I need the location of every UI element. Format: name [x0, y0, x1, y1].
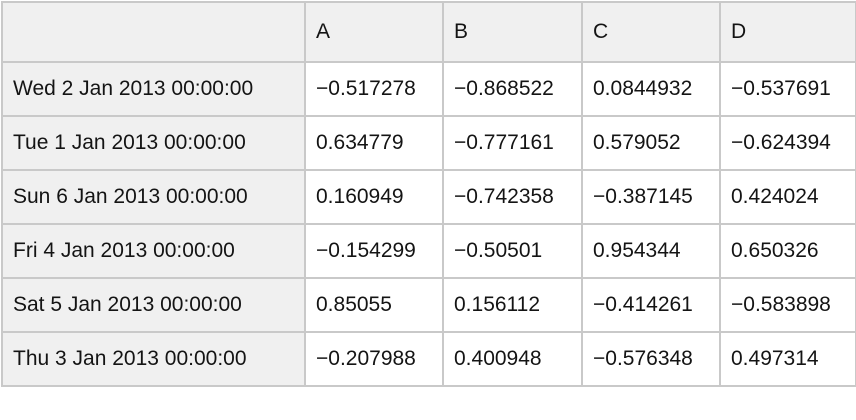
table-cell: −0.624394	[719, 115, 856, 171]
table-body: Wed 2 Jan 2013 00:00:00 −0.517278 −0.868…	[1, 61, 856, 387]
table-cell: 0.85055	[304, 277, 444, 333]
table-cell: −0.207988	[304, 331, 444, 387]
table-cell: −0.583898	[719, 277, 856, 333]
row-header: Fri 4 Jan 2013 00:00:00	[1, 223, 306, 279]
table-cell: −0.537691	[719, 61, 856, 117]
table-cell: −0.387145	[581, 169, 721, 225]
table-cell: 0.954344	[581, 223, 721, 279]
row-header: Sun 6 Jan 2013 00:00:00	[1, 169, 306, 225]
table-cell: 0.400948	[442, 331, 583, 387]
row-header: Thu 3 Jan 2013 00:00:00	[1, 331, 306, 387]
table-header: A B C D	[1, 1, 856, 63]
dataframe-table: A B C D Wed 2 Jan 2013 00:00:00 −0.51727…	[1, 1, 856, 387]
table-cell: 0.497314	[719, 331, 856, 387]
table-row: Thu 3 Jan 2013 00:00:00 −0.207988 0.4009…	[1, 331, 856, 387]
table-cell: −0.517278	[304, 61, 444, 117]
column-header-index	[1, 1, 306, 63]
dataframe-table-container: A B C D Wed 2 Jan 2013 00:00:00 −0.51727…	[1, 1, 856, 387]
table-row: Wed 2 Jan 2013 00:00:00 −0.517278 −0.868…	[1, 61, 856, 117]
row-header: Tue 1 Jan 2013 00:00:00	[1, 115, 306, 171]
table-cell: −0.777161	[442, 115, 583, 171]
column-header-a: A	[304, 1, 444, 63]
column-header-c: C	[581, 1, 721, 63]
table-cell: 0.650326	[719, 223, 856, 279]
table-cell: −0.868522	[442, 61, 583, 117]
table-cell: 0.0844932	[581, 61, 721, 117]
table-row: Fri 4 Jan 2013 00:00:00 −0.154299 −0.505…	[1, 223, 856, 279]
table-row: Sun 6 Jan 2013 00:00:00 0.160949 −0.7423…	[1, 169, 856, 225]
column-header-d: D	[719, 1, 856, 63]
table-cell: 0.424024	[719, 169, 856, 225]
row-header: Sat 5 Jan 2013 00:00:00	[1, 277, 306, 333]
table-cell: −0.576348	[581, 331, 721, 387]
table-cell: −0.154299	[304, 223, 444, 279]
table-cell: 0.160949	[304, 169, 444, 225]
table-cell: 0.579052	[581, 115, 721, 171]
header-row: A B C D	[1, 1, 856, 63]
table-cell: 0.634779	[304, 115, 444, 171]
table-cell: 0.156112	[442, 277, 583, 333]
table-row: Tue 1 Jan 2013 00:00:00 0.634779 −0.7771…	[1, 115, 856, 171]
table-row: Sat 5 Jan 2013 00:00:00 0.85055 0.156112…	[1, 277, 856, 333]
table-cell: −0.50501	[442, 223, 583, 279]
row-header: Wed 2 Jan 2013 00:00:00	[1, 61, 306, 117]
table-cell: −0.414261	[581, 277, 721, 333]
column-header-b: B	[442, 1, 583, 63]
table-cell: −0.742358	[442, 169, 583, 225]
